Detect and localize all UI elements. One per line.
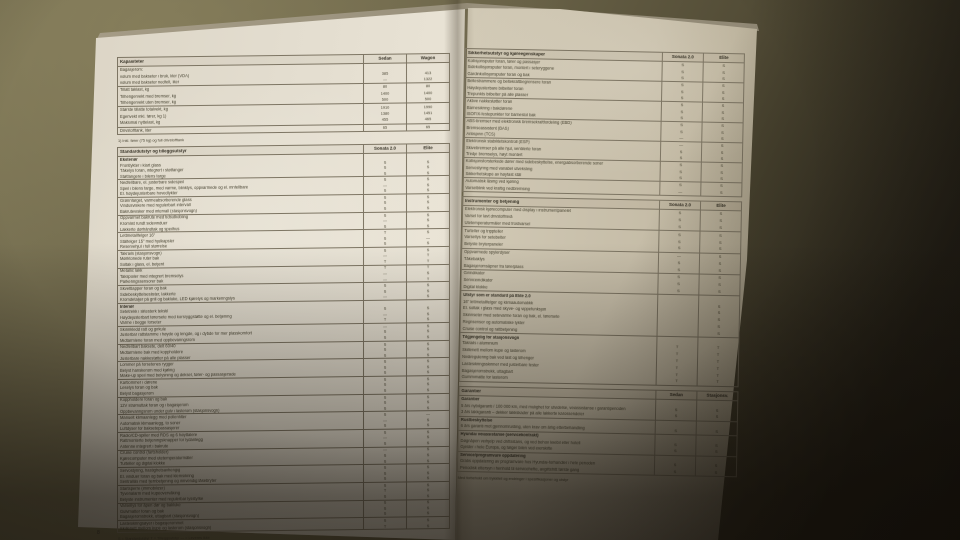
instrument-table: Instrumenter og betjening Sonata 2.0 Elite…: [458, 195, 743, 388]
page-number: 8: [97, 530, 100, 536]
equipment-table: Standardutstyr og tilleggsutstyr Sonata 2…: [117, 143, 450, 534]
safety-table: Sikkerhetsutstyr og kjøreegenskaper Sonat…: [462, 48, 745, 198]
right-page-content: Sikkerhetsutstyr og kjøreegenskaper Sonat…: [456, 48, 745, 490]
right-page-footnote: Med forbehold om trykkfeil og endringer …: [457, 476, 569, 483]
warranty-table: Garantier Sedan Stasjonsv. Garantier 5 års n…: [456, 385, 739, 478]
capacities-table: Kapasiteter Sedan Wagon Bagasjerom: volum m…: [117, 52, 450, 135]
left-page-content: Kapasiteter Sedan Wagon Bagasjerom: volum m…: [117, 52, 450, 540]
legend-footnote: S = Standardutstyr T = Tilleggsutstyr — …: [118, 536, 210, 540]
capacities-footnote: 1) Inkl. fører (75 kg) og full drivstoff…: [118, 138, 184, 143]
